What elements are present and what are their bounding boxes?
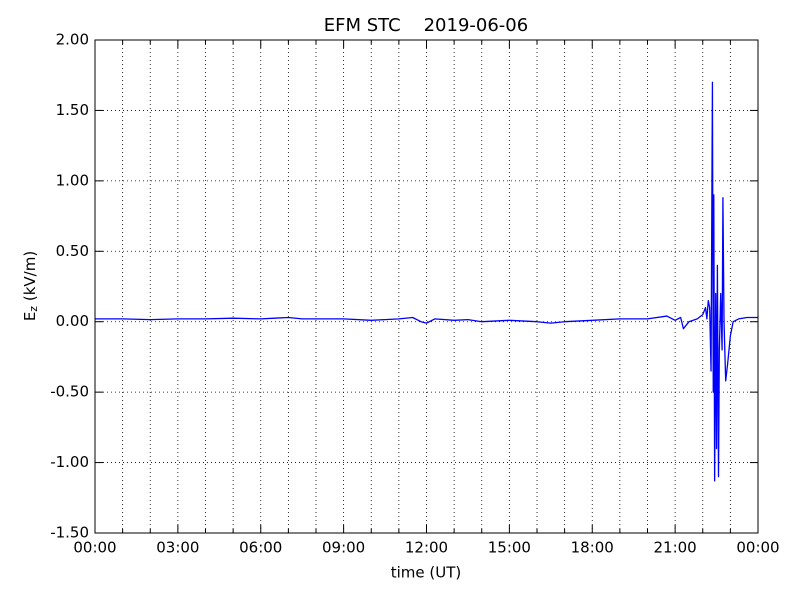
y-tick-label: 2.00 bbox=[56, 31, 89, 49]
y-tick-label: 0.50 bbox=[56, 242, 89, 260]
y-axis-label: Ez (kV/m) bbox=[21, 251, 41, 321]
y-label-unit: (kV/m) bbox=[21, 251, 39, 306]
x-tick-label: 12:00 bbox=[405, 539, 448, 557]
chart-title: EFM STC 2019-06-06 bbox=[324, 15, 528, 36]
data-line bbox=[95, 81, 758, 482]
y-tick-label: 1.00 bbox=[56, 171, 89, 189]
y-label-base: E bbox=[21, 312, 39, 321]
x-tick-label: 03:00 bbox=[156, 539, 199, 557]
x-tick-label: 18:00 bbox=[571, 539, 614, 557]
x-tick-label: 06:00 bbox=[239, 539, 282, 557]
y-tick-label: 1.50 bbox=[56, 101, 89, 119]
x-tick-label: 09:00 bbox=[322, 539, 365, 557]
x-tick-label: 21:00 bbox=[654, 539, 697, 557]
plot-frame bbox=[94, 39, 759, 534]
x-tick-label: 15:00 bbox=[488, 539, 531, 557]
y-label-sub: z bbox=[27, 306, 40, 312]
y-tick-label: -0.50 bbox=[50, 383, 89, 401]
y-tick-label: -1.00 bbox=[50, 453, 89, 471]
x-axis-label: time (UT) bbox=[391, 564, 462, 582]
x-tick-label: 00:00 bbox=[73, 539, 116, 557]
y-tick-label: -1.50 bbox=[50, 524, 89, 542]
x-tick-label: 00:00 bbox=[736, 539, 779, 557]
y-tick-label: 0.00 bbox=[56, 312, 89, 330]
